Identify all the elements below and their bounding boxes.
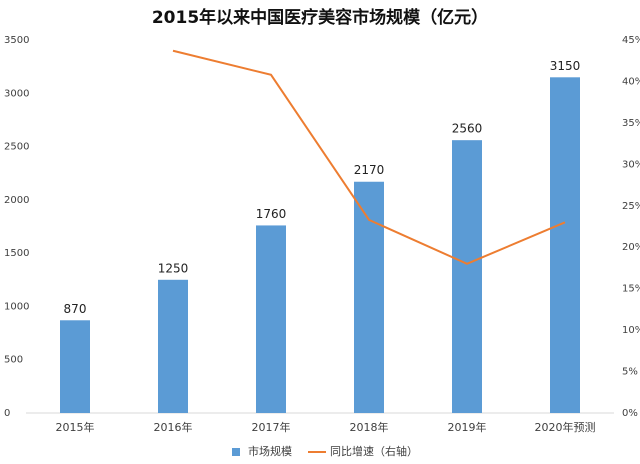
legend-label: 市场规模 [248, 444, 292, 458]
value-label: 1760 [256, 207, 287, 221]
bar [550, 77, 580, 414]
bar [60, 320, 90, 413]
line [172, 49, 566, 265]
chart-title: 2015年以来中国医疗美容市场规模（亿元） [152, 7, 488, 28]
y-tick-label: 1500 [4, 248, 29, 259]
x-tick-label: 2018年 [350, 420, 389, 434]
bar [158, 279, 188, 413]
bar [256, 225, 286, 413]
y2-tick-label: 15% [622, 284, 640, 295]
y-tick-label: 3500 [4, 35, 29, 46]
x-tick-label: 2017年 [252, 420, 291, 434]
legend-swatch [232, 448, 240, 456]
y-tick-label: 0 [4, 408, 10, 419]
value-label: 2560 [452, 122, 483, 136]
value-label: 870 [64, 302, 87, 316]
x-tick-label: 2020年预测 [535, 420, 596, 434]
y2-tick-label: 0% [622, 408, 638, 419]
y2-tick-label: 30% [622, 159, 640, 170]
y-tick-label: 500 [4, 355, 23, 366]
y2-tick-label: 5% [622, 367, 638, 378]
value-label: 2170 [354, 163, 385, 177]
value-label: 3150 [550, 59, 581, 73]
x-tick-label: 2015年 [56, 420, 95, 434]
value-label: 1250 [158, 261, 189, 275]
y-tick-label: 3000 [4, 88, 29, 99]
x-tick-label: 2019年 [448, 420, 487, 434]
y2-tick-label: 35% [622, 118, 640, 129]
y2-tick-label: 25% [622, 201, 640, 212]
bar [452, 140, 482, 414]
y2-tick-label: 20% [622, 242, 640, 253]
legend-label: 同比增速（右轴） [330, 444, 418, 458]
bar [354, 181, 384, 413]
x-tick-label: 2016年 [154, 420, 193, 434]
y2-tick-label: 10% [622, 325, 640, 336]
y-tick-label: 1000 [4, 301, 29, 312]
y2-tick-label: 40% [622, 76, 640, 87]
y-tick-label: 2000 [4, 195, 29, 206]
y-tick-label: 2500 [4, 142, 29, 153]
y2-tick-label: 45% [622, 35, 640, 46]
